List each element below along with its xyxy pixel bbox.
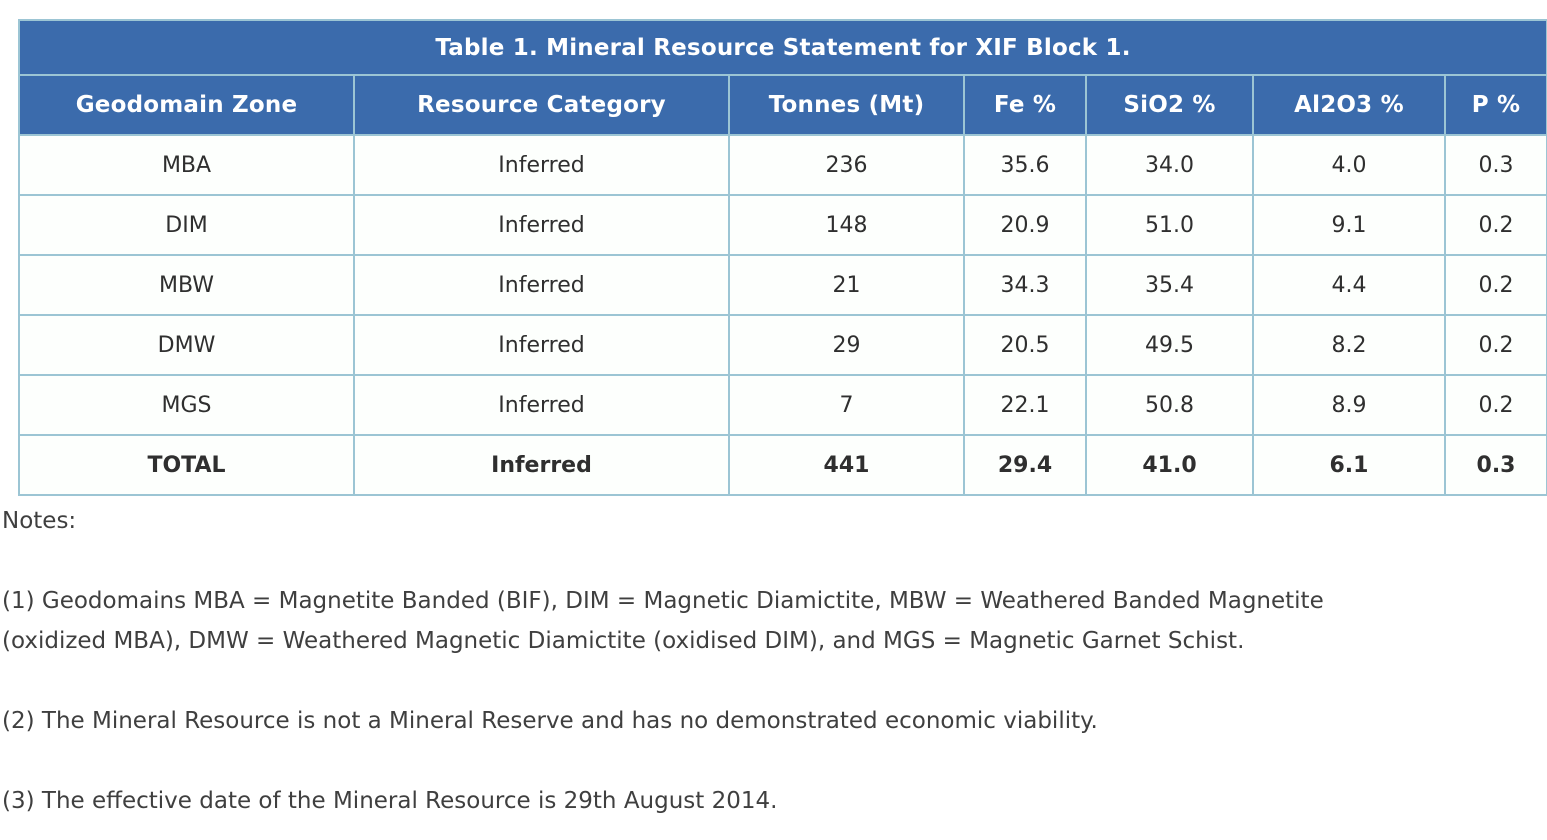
table-cell: 20.5 (963, 314, 1087, 376)
table-cell: 35.4 (1085, 254, 1254, 316)
table-cell: 8.9 (1252, 374, 1446, 436)
table-cell: DMW (18, 314, 355, 376)
column-header: P % (1443, 74, 1547, 136)
table-cell: Inferred (353, 374, 730, 436)
table-cell: 441 (728, 434, 965, 496)
table-cell: 6.1 (1252, 434, 1446, 496)
table-row: MGS Inferred 7 22.1 50.8 8.9 0.2 (18, 374, 1547, 436)
table-cell: 20.9 (963, 194, 1087, 256)
notes-section: Notes: (1) Geodomains MBA = Magnetite Ba… (2, 501, 1547, 821)
table-cell: 8.2 (1252, 314, 1446, 376)
table-cell: Inferred (353, 434, 730, 496)
table-cell: 51.0 (1085, 194, 1254, 256)
column-header: Resource Category (353, 74, 730, 136)
table-cell: MBW (18, 254, 355, 316)
table-cell: Inferred (353, 134, 730, 196)
title-row: Table 1. Mineral Resource Statement for … (17, 19, 1547, 76)
table-cell: 34.3 (963, 254, 1087, 316)
table-row: MBW Inferred 21 34.3 35.4 4.4 0.2 (18, 254, 1547, 316)
mineral-resource-table: Table 1. Mineral Resource Statement for … (17, 19, 1547, 496)
table-cell: 0.2 (1443, 194, 1547, 256)
note-item: (1) Geodomains MBA = Magnetite Banded (B… (2, 588, 1324, 654)
table-cell: 0.2 (1443, 254, 1547, 316)
table-cell: 49.5 (1085, 314, 1254, 376)
table-cell: 4.0 (1252, 134, 1446, 196)
table-cell: TOTAL (18, 434, 355, 496)
column-header: Fe % (963, 74, 1087, 136)
table-cell: 29 (728, 314, 965, 376)
table-cell: 41.0 (1085, 434, 1254, 496)
table-cell: MBA (18, 134, 355, 196)
table-cell: 29.4 (963, 434, 1087, 496)
note-item: (2) The Mineral Resource is not a Minera… (2, 708, 1098, 734)
column-header: SiO2 % (1085, 74, 1254, 136)
column-header: Al2O3 % (1252, 74, 1446, 136)
table-cell: 50.8 (1085, 374, 1254, 436)
table-cell: 148 (728, 194, 965, 256)
table-row: DMW Inferred 29 20.5 49.5 8.2 0.2 (18, 314, 1547, 376)
table-cell: 0.3 (1443, 134, 1547, 196)
table-cell: 0.2 (1443, 374, 1547, 436)
table-row: DIM Inferred 148 20.9 51.0 9.1 0.2 (18, 194, 1547, 256)
table-cell: 21 (728, 254, 965, 316)
table-cell: 236 (728, 134, 965, 196)
column-header: Geodomain Zone (18, 74, 355, 136)
table-cell: 0.3 (1443, 434, 1547, 496)
table-cell: Inferred (353, 254, 730, 316)
table-cell: 0.2 (1443, 314, 1547, 376)
document-page: Table 1. Mineral Resource Statement for … (0, 19, 1547, 840)
table-cell: 22.1 (963, 374, 1087, 436)
table-cell: 35.6 (963, 134, 1087, 196)
table-cell: Inferred (353, 194, 730, 256)
table-cell: 4.4 (1252, 254, 1446, 316)
notes-heading: Notes: (2, 508, 77, 534)
table-cell: 7 (728, 374, 965, 436)
table-cell: 34.0 (1085, 134, 1254, 196)
table-cell: Inferred (353, 314, 730, 376)
table-title: Table 1. Mineral Resource Statement for … (17, 19, 1547, 76)
total-row: TOTAL Inferred 441 29.4 41.0 6.1 0.3 (18, 434, 1547, 496)
table-cell: DIM (18, 194, 355, 256)
note-item: (3) The effective date of the Mineral Re… (2, 788, 778, 814)
table-cell: 9.1 (1252, 194, 1446, 256)
table-cell: MGS (18, 374, 355, 436)
header-row: Geodomain Zone Resource Category Tonnes (M… (18, 74, 1547, 136)
table-row: MBA Inferred 236 35.6 34.0 4.0 0.3 (18, 134, 1547, 196)
column-header: Tonnes (Mt) (728, 74, 965, 136)
